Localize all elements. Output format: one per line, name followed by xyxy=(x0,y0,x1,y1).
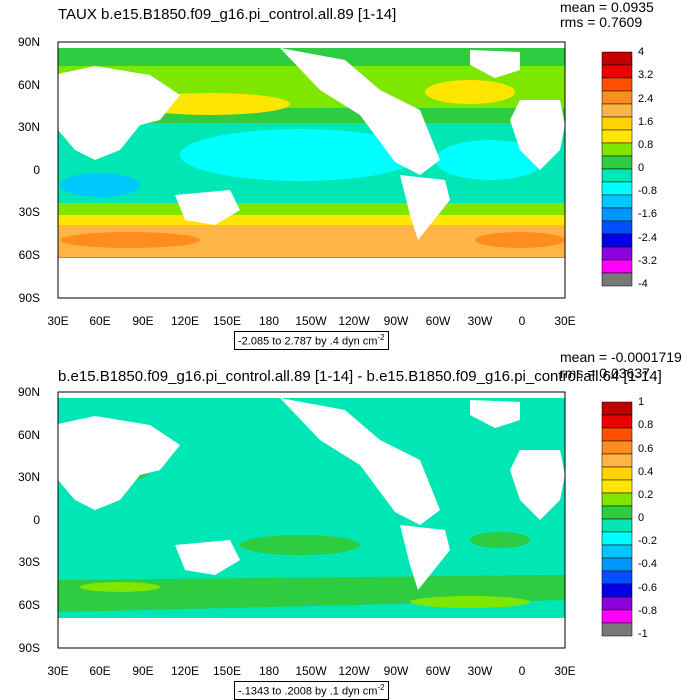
top-x-tick: 120E xyxy=(170,314,200,328)
top-colorbar-label: -3.2 xyxy=(638,255,657,267)
top-mean: mean = 0.0935 xyxy=(560,0,654,15)
top-y-tick: 0 xyxy=(33,163,40,177)
bottom-y-tick: 60N xyxy=(17,428,40,442)
bottom-y-tick: 60S xyxy=(18,598,40,612)
top-x-tick: 0 xyxy=(518,314,526,328)
top-colorbar-label: 4 xyxy=(638,46,645,58)
top-colorbar-label: -2.4 xyxy=(638,232,657,244)
top-x-tick: 180 xyxy=(258,314,280,328)
bottom-x-tick: 60E xyxy=(89,664,111,678)
top-map-panel: TAUX b.e15.B1850.f09_g16.pi_control.all.… xyxy=(17,0,657,350)
top-colorbar-label: 1.6 xyxy=(638,116,654,128)
bottom-x-tick: 180 xyxy=(258,664,280,678)
top-y-tick: 60S xyxy=(18,248,40,262)
top-x-tick: 150E xyxy=(212,314,242,328)
top-x-tick: 30E xyxy=(554,314,576,328)
top-x-tick: 30W xyxy=(467,314,493,328)
top-colorbar-label: -1.6 xyxy=(638,208,657,220)
top-x-tick: 90W xyxy=(383,314,409,328)
top-x-tick: 60E xyxy=(89,314,111,328)
bottom-colorbar-label: -0.2 xyxy=(638,535,657,547)
bottom-x-tick: 90W xyxy=(383,664,409,678)
bottom-colorbar xyxy=(601,401,633,637)
top-x-tick: 120W xyxy=(338,314,370,328)
bottom-x-tick: 30E xyxy=(47,664,69,678)
top-colorbar-label: -4 xyxy=(638,278,648,290)
bottom-x-tick: 30E xyxy=(554,664,576,678)
top-y-tick: 90N xyxy=(17,35,40,49)
top-y-tick: 90S xyxy=(18,291,40,305)
bottom-colorbar-label: -0.6 xyxy=(638,582,657,594)
top-colorbar-label: 0.8 xyxy=(638,139,654,151)
top-colorbar-label: 3.2 xyxy=(638,69,654,81)
bottom-y-tick: 0 xyxy=(33,513,40,527)
bottom-colorbar-label: -0.8 xyxy=(638,605,657,617)
bottom-colorbar-label: 0.4 xyxy=(638,466,654,478)
top-rms: rms = 0.7609 xyxy=(560,14,643,30)
bottom-rms: rms = 0.03637 xyxy=(560,365,650,381)
top-contour-info: -2.085 to 2.787 by .4 dyn cm-2 xyxy=(234,331,389,350)
top-colorbar-label: 2.4 xyxy=(638,93,654,105)
top-x-tick: 150W xyxy=(295,314,327,328)
bottom-map-plot xyxy=(57,391,633,649)
top-y-tick: 60N xyxy=(17,78,40,92)
bottom-x-tick: 120W xyxy=(338,664,370,678)
top-map-title: TAUX b.e15.B1850.f09_g16.pi_control.all.… xyxy=(58,6,397,23)
top-x-tick: 90E xyxy=(132,314,154,328)
bottom-x-tick: 30W xyxy=(467,664,493,678)
bottom-x-tick: 60W xyxy=(425,664,451,678)
bottom-colorbar-label: 0.2 xyxy=(638,489,654,501)
bottom-colorbar-label: 0 xyxy=(638,512,645,524)
bottom-colorbar-label: -1 xyxy=(638,628,648,640)
bottom-x-tick: 150E xyxy=(212,664,242,678)
top-colorbar-label: 0 xyxy=(638,162,645,174)
top-y-tick: 30N xyxy=(17,120,40,134)
top-x-tick: 30E xyxy=(47,314,69,328)
top-x-tick: 60W xyxy=(425,314,451,328)
bottom-x-tick: 120E xyxy=(170,664,200,678)
bottom-y-tick: 30S xyxy=(18,555,40,569)
bottom-colorbar-label: 1 xyxy=(638,396,645,408)
top-colorbar xyxy=(601,51,633,287)
bottom-mean: mean = -0.0001719 xyxy=(560,349,682,365)
bottom-colorbar-label: 0.6 xyxy=(638,443,654,455)
bottom-colorbar-label: 0.8 xyxy=(638,419,654,431)
top-colorbar-label: -0.8 xyxy=(638,185,657,197)
bottom-x-tick: 0 xyxy=(518,664,526,678)
bottom-x-tick: 90E xyxy=(132,664,154,678)
bottom-colorbar-label: -0.4 xyxy=(638,558,657,570)
top-map-plot xyxy=(57,41,633,299)
bottom-map-panel: b.e15.B1850.f09_g16.pi_control.all.89 [1… xyxy=(0,350,700,700)
bottom-contour-info: -.1343 to .2008 by .1 dyn cm-2 xyxy=(234,681,389,700)
top-y-tick: 30S xyxy=(18,205,40,219)
bottom-y-tick: 30N xyxy=(17,470,40,484)
bottom-x-tick: 150W xyxy=(295,664,327,678)
bottom-y-tick: 90S xyxy=(18,641,40,655)
bottom-map-title: b.e15.B1850.f09_g16.pi_control.all.89 [1… xyxy=(58,368,662,385)
bottom-y-tick: 90N xyxy=(17,385,40,399)
